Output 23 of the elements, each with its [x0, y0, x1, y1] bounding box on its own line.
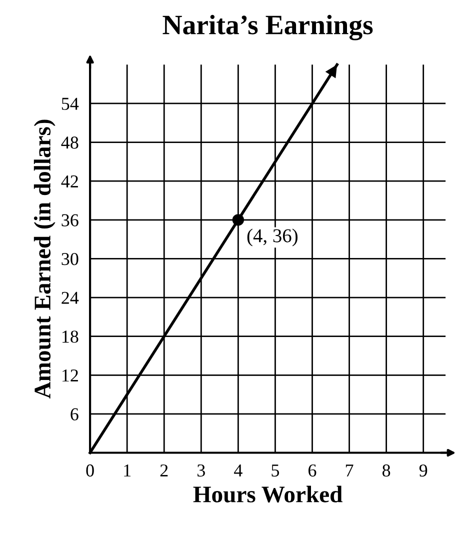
y-tick-label: 48 [61, 136, 78, 149]
y-tick-label: 30 [62, 252, 78, 266]
y-tick-label: 36 [62, 214, 78, 226]
y-tick-label: 12 [62, 369, 78, 382]
y-tick-label: 18 [62, 330, 78, 343]
y-tick-label: 6 [70, 408, 78, 420]
annotation: (4, 36) [247, 228, 298, 246]
x-tick-label: 3 [198, 464, 205, 477]
x-tick-label: 2 [160, 464, 168, 476]
y-axis-title: Amount Earned (in dollars) [34, 120, 56, 399]
y-tick-label: 42 [61, 175, 78, 188]
x-tick-label: 7 [346, 464, 354, 476]
x-tick-label: 0 [86, 464, 94, 477]
chart-title: Narita’s Earnings [162, 14, 373, 40]
x-tick-label: 4 [234, 464, 242, 476]
x-tick-label: 8 [382, 464, 390, 477]
y-tick-label: 24 [62, 292, 79, 304]
x-tick-label: 9 [419, 464, 428, 477]
x-tick-label: 1 [124, 464, 131, 476]
y-tick-label: 54 [62, 98, 79, 110]
x-tick-label: 6 [308, 464, 316, 477]
x-axis-title: Hours Worked [193, 486, 342, 503]
x-tick-label: 5 [272, 464, 280, 477]
